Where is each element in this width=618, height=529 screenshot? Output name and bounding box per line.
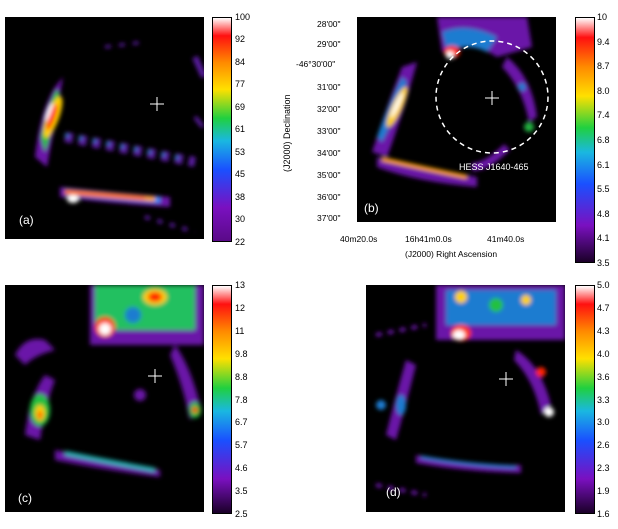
panel-c-image: (c) xyxy=(5,285,204,512)
hess-source-label: HESS J1640-465 xyxy=(459,162,529,172)
panel-b-xlabel: (J2000) Right Ascension xyxy=(405,249,498,259)
panel-d-label: (d) xyxy=(386,485,401,499)
center-crosshair xyxy=(150,97,164,111)
panel-b-label: (b) xyxy=(364,201,379,215)
panel-a-colorbar xyxy=(212,17,232,242)
panel-c-colorbar xyxy=(212,285,232,514)
panel-b-emission xyxy=(372,17,549,187)
panel-b-ylabel: (J2000) Declination xyxy=(282,94,292,172)
panel-d-image: (d) xyxy=(366,285,565,512)
hess-source-circle xyxy=(435,40,549,154)
panel-b-colorbar xyxy=(575,17,595,263)
panel-a-image: (a) xyxy=(5,17,204,239)
panel-d-colorbar xyxy=(575,285,595,514)
panel-d-emission xyxy=(375,285,565,497)
panel-c-emission xyxy=(15,285,204,477)
panel-a-label: (a) xyxy=(19,213,34,227)
center-crosshair xyxy=(485,91,499,105)
panel-b-image: HESS J1640-465 (b) xyxy=(357,17,556,222)
center-crosshair xyxy=(499,372,513,386)
panel-a-emission xyxy=(35,40,204,234)
center-crosshair xyxy=(148,369,162,383)
panel-c-label: (c) xyxy=(18,491,32,505)
